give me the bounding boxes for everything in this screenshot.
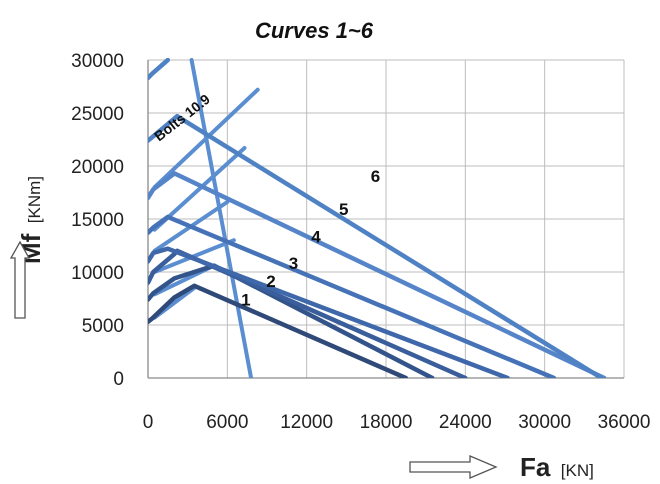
series-line-top [148, 58, 171, 81]
y-axis-arrow-icon [9, 240, 31, 319]
series-label: 2 [266, 272, 275, 291]
y-tick-label: 10000 [71, 263, 124, 284]
series-label: 1 [241, 290, 250, 309]
svg-text:Fa [KN]: Fa [KN] [520, 452, 594, 482]
series-label: 6 [371, 167, 380, 186]
bolt-line [189, 58, 254, 378]
x-tick-label: 24000 [439, 412, 492, 433]
y-tick-label: 15000 [71, 210, 124, 231]
y-tick-label: 30000 [71, 51, 124, 72]
y-tick-label: 20000 [71, 157, 124, 178]
curves [148, 58, 607, 378]
y-axis-unit: [KNm] [25, 176, 44, 223]
x-tick-label: 30000 [518, 412, 571, 433]
series-line-4 [148, 246, 510, 378]
series-label: 4 [311, 227, 321, 246]
series-label: 5 [339, 200, 348, 219]
x-axis-unit: [KN] [561, 461, 594, 480]
series-line-3 [148, 248, 468, 378]
x-tick-label: 12000 [280, 412, 333, 433]
chart-title: Curves 1~6 [255, 18, 374, 43]
x-tick-label: 36000 [598, 412, 651, 433]
series-line-5 [148, 214, 557, 378]
series-line-2 [148, 263, 435, 378]
x-tick-label: 6000 [206, 412, 248, 433]
series-line-1 [148, 283, 409, 378]
y-tick-label: 25000 [71, 104, 124, 125]
x-tick-label: 18000 [360, 412, 413, 433]
series-label: 3 [289, 254, 298, 273]
series-line-bolts-10-9 [148, 113, 604, 378]
tick-labels: 0 6000 12000 18000 24000 30000 36000 0 5000 10000… [71, 51, 650, 433]
x-axis-arrow-icon [409, 455, 498, 479]
x-axis-name: Fa [520, 452, 551, 482]
y-tick-label: 5000 [82, 316, 124, 337]
series-line-6 [148, 171, 607, 378]
x-tick-label: 0 [143, 412, 154, 433]
y-tick-label: 0 [113, 369, 124, 390]
